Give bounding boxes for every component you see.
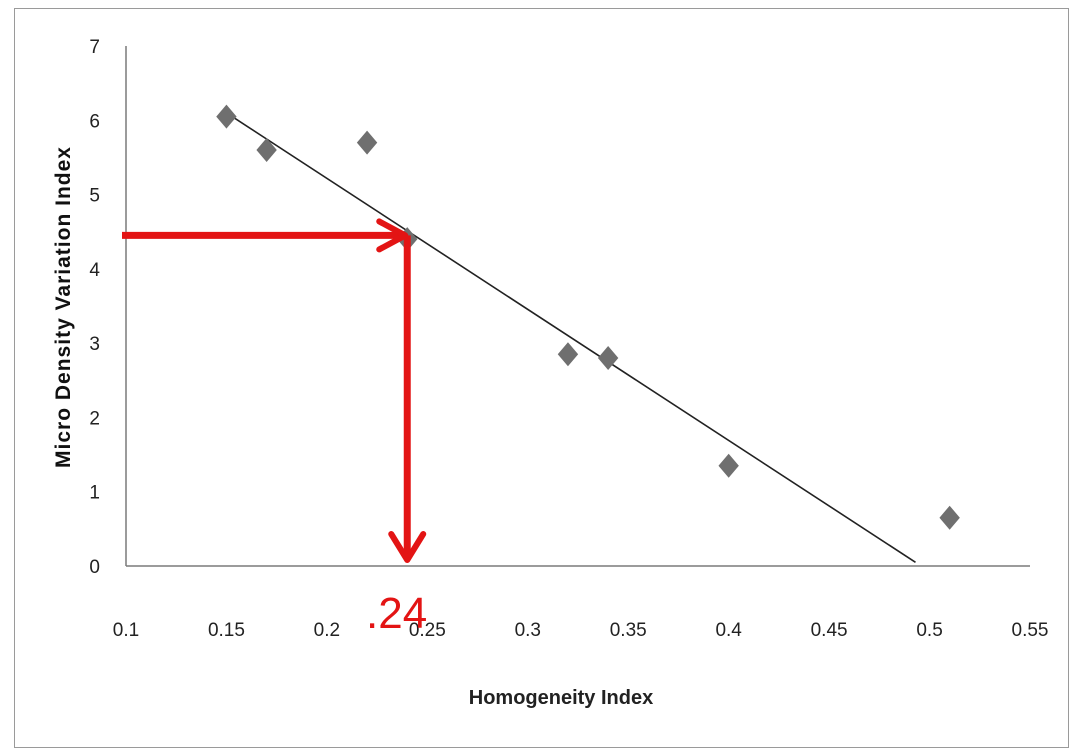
- data-point: [597, 346, 619, 370]
- y-tick-label: 2: [89, 408, 100, 429]
- annotation-label: .24: [366, 589, 427, 638]
- x-tick-label: 0.5: [916, 620, 942, 641]
- trendline: [226, 112, 916, 563]
- x-tick-label: 0.3: [515, 620, 541, 641]
- annotation-arrows: [122, 218, 427, 563]
- data-point: [939, 505, 960, 530]
- y-tick-labels: 0 1 2 3 4 5 6 7: [89, 37, 100, 578]
- x-axis-label: Homogeneity Index: [469, 687, 653, 709]
- y-tick-label: 6: [89, 111, 100, 132]
- data-point: [256, 138, 277, 162]
- y-tick-label: 7: [89, 37, 100, 58]
- x-tick-label: 0.55: [1012, 620, 1049, 641]
- y-tick-label: 5: [89, 186, 100, 207]
- x-tick-labels: 0.1 0.15 0.2 0.25 0.3 0.35 0.4 0.45 0.5 0.55: [113, 620, 1049, 641]
- y-tick-label: 1: [89, 483, 100, 504]
- y-tick-label: 0: [89, 557, 100, 578]
- y-axis-label: Micro Density Variation Index: [52, 146, 75, 468]
- x-tick-label: 0.15: [208, 620, 245, 641]
- x-tick-label: 0.4: [715, 620, 742, 641]
- arrowhead-down-icon: [388, 531, 427, 563]
- data-point: [356, 130, 378, 155]
- x-tick-label: 0.35: [610, 620, 647, 641]
- x-tick-label: 0.2: [314, 620, 340, 641]
- data-point: [557, 342, 579, 367]
- data-point: [216, 104, 237, 129]
- data-point: [718, 453, 739, 478]
- x-tick-label: 0.1: [113, 620, 139, 641]
- y-tick-label: 3: [89, 334, 100, 355]
- data-points: [216, 104, 960, 530]
- x-tick-label: 0.45: [811, 620, 848, 641]
- x-tick-label: 0.25: [409, 620, 446, 641]
- trendline-group: [226, 112, 916, 563]
- axes: [125, 46, 1030, 567]
- y-tick-label: 4: [89, 260, 100, 281]
- chart-frame: [14, 8, 1069, 748]
